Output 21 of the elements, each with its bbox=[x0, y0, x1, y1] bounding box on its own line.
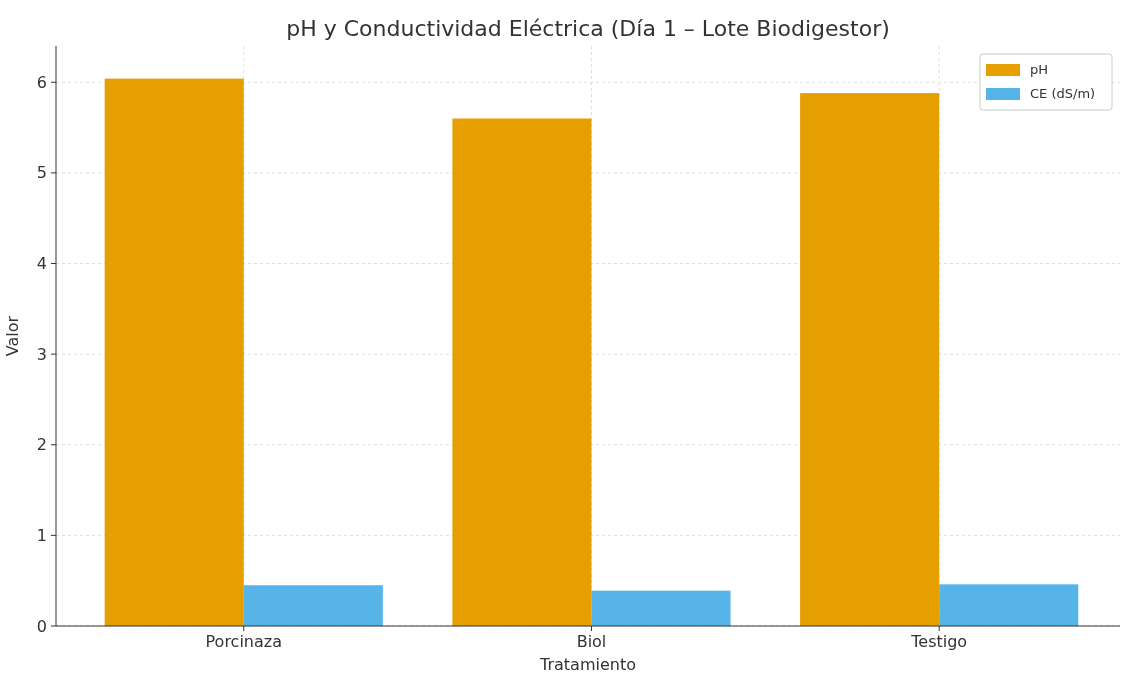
y-axis-title: Valor bbox=[3, 315, 22, 357]
y-tick-label: 5 bbox=[36, 163, 47, 183]
x-tick-label: Testigo bbox=[910, 632, 968, 651]
y-tick-label: 4 bbox=[36, 254, 47, 274]
x-tick-label: Biol bbox=[576, 632, 607, 651]
y-tick-label: 6 bbox=[36, 72, 47, 92]
x-axis-title: Tratamiento bbox=[539, 655, 636, 674]
bar bbox=[939, 584, 1079, 626]
bar bbox=[452, 118, 592, 626]
y-tick-label: 0 bbox=[36, 616, 47, 636]
chart-title: pH y Conductividad Eléctrica (Día 1 – Lote Biodigestor) bbox=[286, 16, 890, 41]
y-tick-label: 2 bbox=[36, 435, 47, 455]
bar bbox=[243, 585, 383, 626]
bar bbox=[800, 93, 940, 626]
x-tick-label: Porcinaza bbox=[205, 632, 283, 651]
bar bbox=[591, 590, 731, 626]
legend-label: CE (dS/m) bbox=[1030, 86, 1096, 101]
y-tick-label: 3 bbox=[36, 344, 47, 364]
bar bbox=[104, 78, 244, 626]
legend-label: pH bbox=[1030, 62, 1049, 77]
y-tick-label: 1 bbox=[36, 525, 47, 545]
